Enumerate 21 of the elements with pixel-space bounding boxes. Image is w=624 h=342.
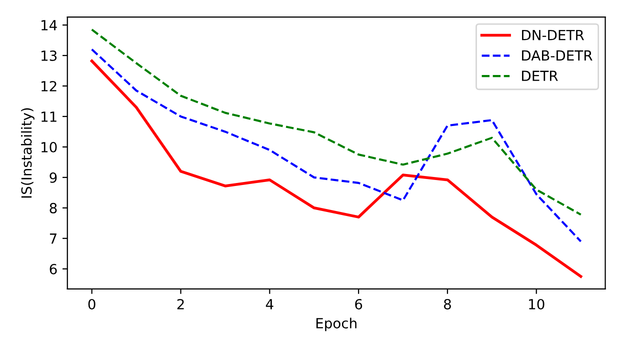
x-tick-label: 10	[529, 298, 544, 310]
line-series	[90, 60, 582, 278]
legend-label: DN-DETR	[522, 30, 584, 40]
y-axis-title: IS(Instability)	[21, 108, 34, 198]
y-tick-label: 7	[50, 234, 56, 244]
y-tick-label: 8	[50, 202, 57, 214]
x-tick-label: 0	[88, 298, 96, 310]
y-tick-label: 12	[42, 80, 56, 92]
y-tick-label: 14	[42, 20, 57, 30]
x-tick-label: 6	[355, 298, 362, 310]
x-axis-title: Epoch	[316, 318, 356, 332]
x-tick-label: 2	[177, 298, 184, 310]
y-tick-label: 6	[50, 264, 57, 274]
x-tick-label: 8	[444, 298, 451, 310]
legend-label: DETR	[522, 70, 558, 81]
y-tick-label: 9	[50, 172, 57, 183]
y-tick-label: 11	[42, 112, 56, 122]
y-tick-label: 13	[42, 50, 57, 61]
x-tick-label: 4	[266, 299, 274, 310]
legend-label: DAB-DETR	[522, 50, 592, 61]
y-tick-label: 10	[42, 142, 57, 152]
